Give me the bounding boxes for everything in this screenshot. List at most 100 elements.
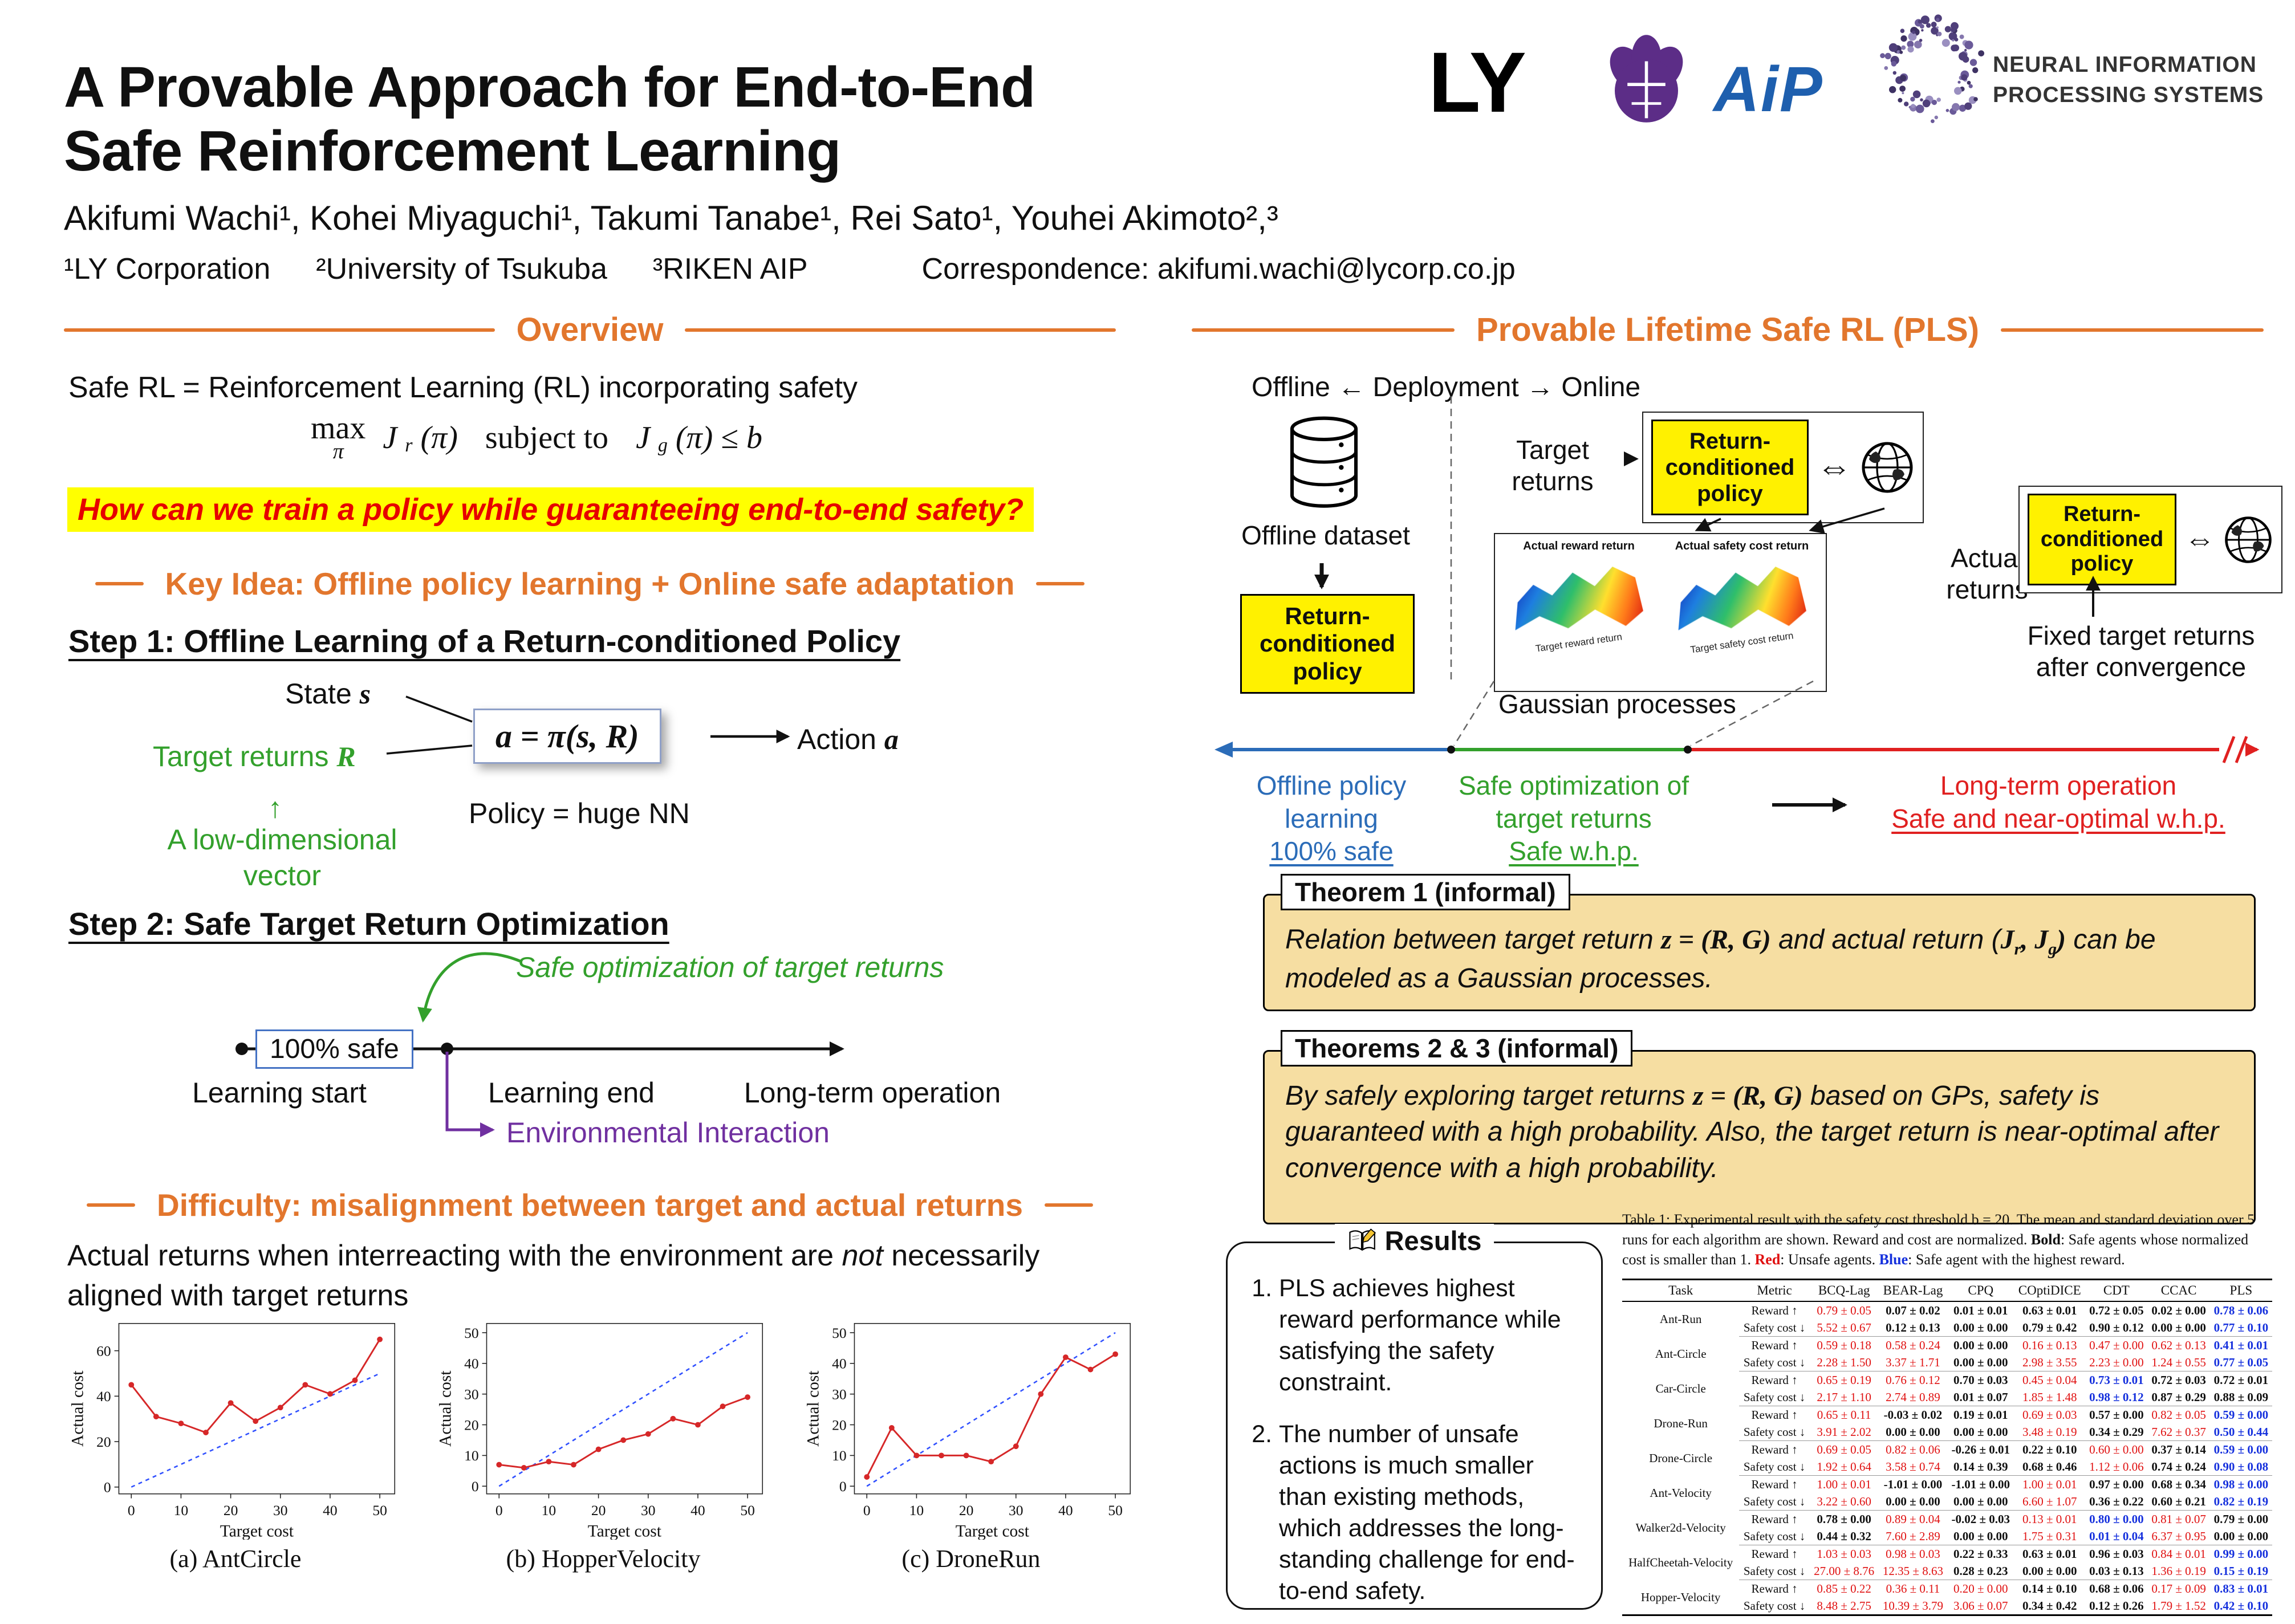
svg-text:20: 20 bbox=[959, 1502, 974, 1519]
pls-title-text: Provable Lifetime Safe RL (PLS) bbox=[1476, 311, 1980, 348]
overview-heading: Overview bbox=[64, 311, 1116, 349]
affiliation-riken: ³RIKEN AIP bbox=[652, 253, 808, 286]
svg-text:50: 50 bbox=[372, 1502, 387, 1519]
table-cell: 0.00 ± 0.00 bbox=[1878, 1423, 1948, 1442]
policy-note: Policy = huge NN bbox=[469, 797, 690, 829]
table-cell: 1.12 ± 0.06 bbox=[2085, 1458, 2148, 1476]
table-cell: 1.00 ± 0.01 bbox=[1817, 1477, 1871, 1491]
table-cell: 0.82 ± 0.19 bbox=[2209, 1493, 2272, 1511]
table-cell: HalfCheetah-Velocity bbox=[1628, 1555, 1733, 1569]
table-cell: 0.00 ± 0.00 bbox=[1947, 1354, 2014, 1372]
step1-diagram-lines bbox=[386, 695, 790, 755]
converged-policy-environment-group: Return-conditioned policy ⇔ bbox=[2018, 486, 2282, 594]
table-col-PLS: PLS bbox=[2209, 1279, 2272, 1303]
svg-text:0: 0 bbox=[104, 1479, 111, 1496]
offline-dataset-label: Offline dataset bbox=[1241, 520, 1410, 550]
table-cell: 0.82 ± 0.05 bbox=[2151, 1407, 2206, 1422]
environmental-interaction-label: Environmental Interaction bbox=[506, 1117, 830, 1149]
fixed-target-returns-label: Fixed target returns after convergence bbox=[2027, 621, 2255, 682]
results-table: Task Metric BCQ-Lag BEAR-Lag CPQ COptiDICE CDT… bbox=[1622, 1279, 2272, 1617]
table-row: Safety cost ↓ 1.92 ± 0.64 3.58 ± 0.74 0.14 … bbox=[1622, 1458, 2272, 1476]
rule-right bbox=[685, 328, 1116, 332]
poster-title: A Provable Approach for End-to-End Safe … bbox=[64, 55, 1035, 183]
double-arrow-icon: ⇔ bbox=[2184, 522, 2215, 557]
table-cell: 0.14 ± 0.10 bbox=[2022, 1581, 2077, 1595]
neurips-logo bbox=[1880, 14, 1984, 124]
table-cell: 0.00 ± 0.00 bbox=[1947, 1423, 2014, 1442]
table-row: Safety cost ↓ 3.91 ± 2.02 0.00 ± 0.00 0.00 … bbox=[1622, 1423, 2272, 1442]
table-cell: 0.69 ± 0.05 bbox=[1817, 1442, 1871, 1456]
svg-text:Actual cost: Actual cost bbox=[69, 1370, 87, 1447]
book-icon bbox=[1348, 1228, 1376, 1251]
svg-text:20: 20 bbox=[224, 1502, 238, 1519]
svg-text:30: 30 bbox=[1009, 1502, 1023, 1519]
table-col-CCAC: CCAC bbox=[2147, 1279, 2210, 1303]
phase-long-term-label: Long-term operation Safe and near-optima… bbox=[1891, 771, 2225, 833]
table-cell: Reward ↑ bbox=[1751, 1338, 1798, 1352]
table-row: Walker2d-Velocity Reward ↑ 0.78 ± 0.00 0.89… bbox=[1622, 1511, 2272, 1535]
table-col-CPQ: CPQ bbox=[1947, 1279, 2014, 1303]
table-cell: Hopper-Velocity bbox=[1640, 1590, 1721, 1604]
deployment-axis-label: Offline ← Deployment → Online bbox=[1252, 372, 1641, 402]
gaussian-process-plots: Actual reward return Target reward retur… bbox=[1494, 533, 1827, 692]
table-row: Ant-Run Reward ↑ 0.79 ± 0.05 0.07 ± 0.02 0.0… bbox=[1622, 1301, 2272, 1326]
table-cell: 0.78 ± 0.06 bbox=[2213, 1303, 2269, 1317]
theorem1-body: Relation between target return z = (R, G… bbox=[1285, 925, 2156, 994]
state-label: State s bbox=[285, 678, 371, 710]
table-cell: 0.73 ± 0.01 bbox=[2089, 1373, 2144, 1387]
table-cell: 3.91 ± 2.02 bbox=[1809, 1423, 1879, 1442]
overview-title-text: Overview bbox=[516, 311, 664, 348]
table-col-BEAR-Lag: BEAR-Lag bbox=[1878, 1279, 1948, 1303]
cost-charts: 0 10 20 30 40 50 0 20 40 60 Target cost Actual cost… bbox=[67, 1316, 1148, 1573]
theorems23-box: Theorems 2 & 3 (informal) By safely expl… bbox=[1263, 1030, 2256, 1224]
svg-text:10: 10 bbox=[542, 1502, 557, 1519]
table-cell: 0.90 ± 0.08 bbox=[2209, 1458, 2272, 1476]
table-cell: -0.02 ± 0.03 bbox=[1951, 1512, 2010, 1526]
affiliation-ly: ¹LY Corporation bbox=[64, 253, 271, 286]
table-cell: 0.88 ± 0.09 bbox=[2209, 1389, 2272, 1407]
result-item-1: PLS achieves highest reward performance … bbox=[1279, 1273, 1587, 1398]
research-question-highlight: How can we train a policy while guarante… bbox=[67, 487, 1034, 532]
table-cell: 0.00 ± 0.00 bbox=[2209, 1528, 2272, 1546]
key-idea-text: Key Idea: Offline policy learning + Onli… bbox=[165, 566, 1015, 601]
target-returns-label: Target returns R bbox=[153, 740, 356, 772]
difficulty-heading: Difficulty: misalignment between target … bbox=[64, 1187, 1116, 1223]
table-cell: 0.70 ± 0.03 bbox=[1953, 1373, 2008, 1387]
table-cell: 0.01 ± 0.07 bbox=[1947, 1389, 2014, 1407]
title-line1: A Provable Approach for End-to-End bbox=[64, 55, 1035, 119]
table-cell: 6.60 ± 1.07 bbox=[2014, 1493, 2086, 1511]
table-row: Car-Circle Reward ↑ 0.65 ± 0.19 0.76 ± 0.12… bbox=[1622, 1371, 2272, 1395]
svg-text:50: 50 bbox=[464, 1325, 479, 1341]
svg-text:20: 20 bbox=[591, 1502, 606, 1519]
table-cell: 1.36 ± 0.19 bbox=[2147, 1562, 2210, 1581]
table-cell: 3.37 ± 1.71 bbox=[1878, 1354, 1948, 1372]
safe-rl-definition: Safe RL = Reinforcement Learning (RL) in… bbox=[68, 371, 858, 404]
table-row: Drone-Run Reward ↑ 0.65 ± 0.11 -0.03 ± 0.02… bbox=[1622, 1406, 2272, 1430]
rule-left bbox=[1192, 328, 1455, 332]
table-cell: 0.97 ± 0.00 bbox=[2089, 1477, 2144, 1491]
table-cell: 0.16 ± 0.13 bbox=[2022, 1338, 2077, 1352]
svg-text:0: 0 bbox=[472, 1478, 479, 1495]
table-cell: 0.34 ± 0.29 bbox=[2085, 1423, 2148, 1442]
table-cell: 0.03 ± 0.13 bbox=[2085, 1562, 2148, 1581]
table-cell: 0.00 ± 0.00 bbox=[2147, 1319, 2210, 1337]
theorem1-box: Theorem 1 (informal) Relation between ta… bbox=[1263, 874, 2256, 1011]
table-col-Task: Task bbox=[1622, 1279, 1740, 1303]
table-row: Safety cost ↓ 8.48 ± 2.75 10.39 ± 3.79 3.06… bbox=[1622, 1597, 2272, 1616]
table-row: Ant-Circle Reward ↑ 0.59 ± 0.18 0.58 ± 0.24… bbox=[1622, 1337, 2272, 1361]
table-cell: 0.68 ± 0.46 bbox=[2014, 1458, 2086, 1476]
svg-text:30: 30 bbox=[832, 1386, 847, 1402]
table-cell: 3.22 ± 0.60 bbox=[1809, 1493, 1879, 1511]
table-cell: 0.99 ± 0.00 bbox=[2213, 1546, 2269, 1561]
table-cell: Walker2d-Velocity bbox=[1635, 1520, 1726, 1535]
table-cell: Reward ↑ bbox=[1751, 1442, 1798, 1456]
table-cell: 0.00 ± 0.00 bbox=[1947, 1528, 2014, 1546]
rule-left bbox=[64, 328, 495, 332]
table-row: Drone-Circle Reward ↑ 0.69 ± 0.05 0.82 ± 0.… bbox=[1622, 1441, 2272, 1465]
affiliations-line: ¹LY Corporation ²University of Tsukuba ³… bbox=[64, 252, 1516, 286]
return-conditioned-policy-box-converged: Return-conditioned policy bbox=[2028, 494, 2176, 586]
neurips-text-line1: NEURAL INFORMATION bbox=[1993, 52, 2257, 77]
svg-text:0: 0 bbox=[863, 1502, 871, 1519]
table-cell: 0.83 ± 0.01 bbox=[2213, 1581, 2269, 1595]
database-icon bbox=[1290, 416, 1358, 508]
